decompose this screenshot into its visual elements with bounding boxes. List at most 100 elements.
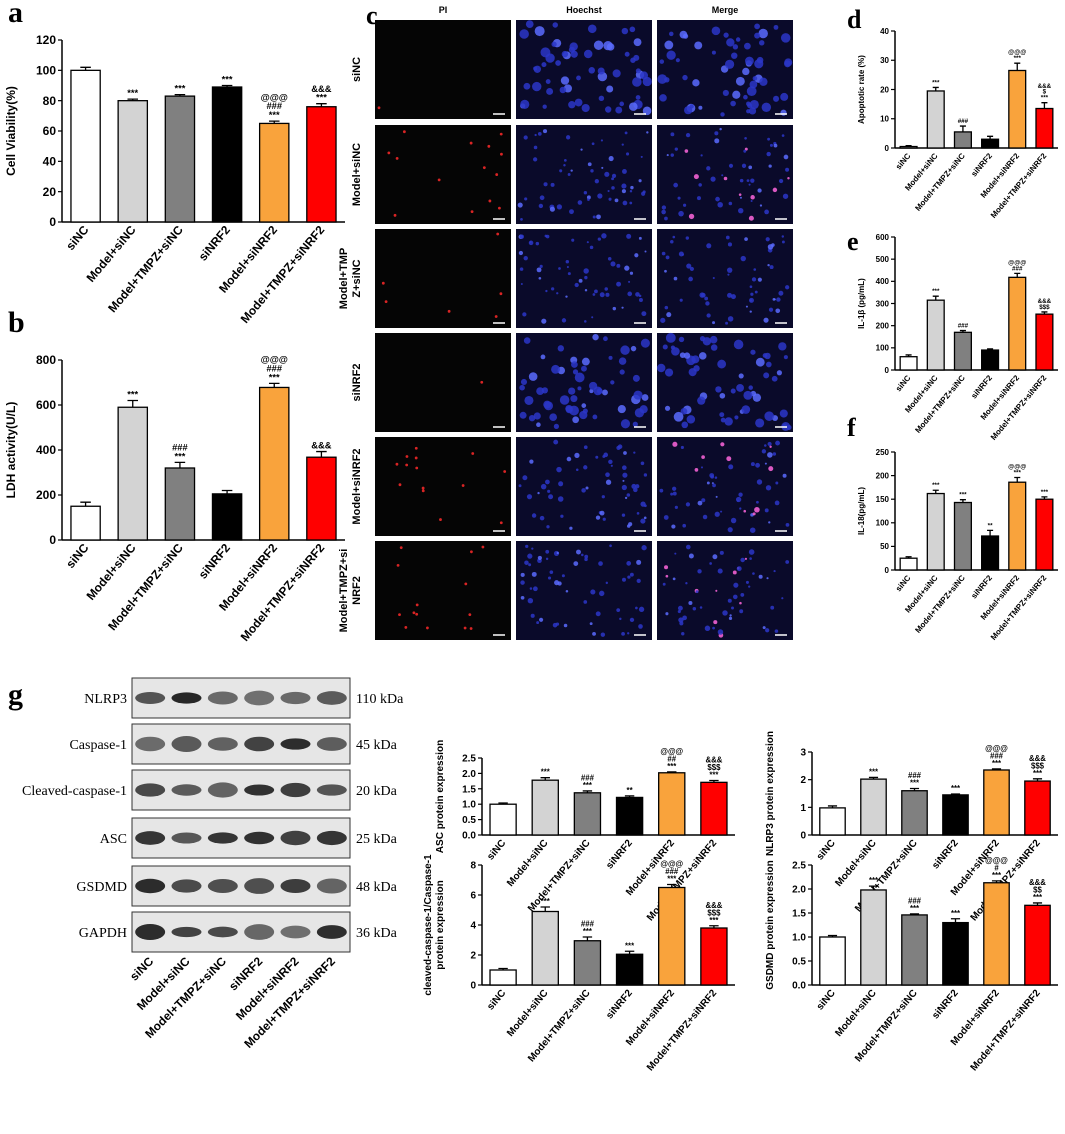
x-tick-label: siNC xyxy=(894,573,913,593)
cell xyxy=(783,355,788,360)
cell xyxy=(715,589,718,592)
protein-label: ASC xyxy=(100,832,127,847)
cell xyxy=(712,483,716,488)
cell xyxy=(743,509,747,513)
error-bar xyxy=(950,918,961,923)
significance: ### xyxy=(908,897,922,906)
significance: *** xyxy=(269,110,280,120)
panel-label: d xyxy=(847,5,862,34)
cell xyxy=(584,275,588,280)
cell xyxy=(395,157,399,160)
cell xyxy=(678,617,684,623)
cell xyxy=(592,631,596,636)
cell xyxy=(594,289,598,294)
cell xyxy=(532,586,538,592)
cell xyxy=(698,352,707,360)
y-tick-label: 2.5 xyxy=(462,754,476,765)
significance: ### xyxy=(1012,265,1023,272)
cell xyxy=(574,372,585,383)
y-tick-label: 400 xyxy=(36,443,56,457)
x-tick-label: Model+TMPZ+siNRF2 xyxy=(989,151,1049,220)
significance: *** xyxy=(1033,769,1043,778)
blot-band xyxy=(280,878,311,894)
cell xyxy=(608,197,612,201)
cell xyxy=(533,145,538,150)
cell xyxy=(643,516,647,520)
cell xyxy=(694,41,703,50)
cell xyxy=(768,307,774,312)
cell xyxy=(642,106,652,116)
cell xyxy=(664,305,669,310)
cell xyxy=(498,206,501,210)
cell xyxy=(739,601,742,605)
cell xyxy=(698,105,703,110)
cell xyxy=(761,449,767,454)
cell xyxy=(701,455,705,459)
cell xyxy=(395,462,399,466)
bar xyxy=(942,921,969,986)
cell xyxy=(741,405,751,414)
cell xyxy=(679,30,688,39)
cell xyxy=(739,609,744,614)
blot-band xyxy=(207,782,238,798)
significance: $ xyxy=(1043,89,1047,96)
y-axis-label: IL-18(pg/mL) xyxy=(857,487,866,535)
error-bar xyxy=(959,125,966,132)
error-bar xyxy=(905,145,912,147)
error-bar xyxy=(498,802,508,805)
cell xyxy=(630,57,636,63)
bar xyxy=(1008,481,1027,571)
error-bar xyxy=(498,967,508,970)
bar xyxy=(860,889,887,986)
cell xyxy=(782,240,785,244)
significance: &&& xyxy=(311,84,331,94)
x-tick-label: siNC xyxy=(894,373,913,393)
significance: $$$ xyxy=(707,763,721,772)
cell xyxy=(549,570,554,574)
cell xyxy=(664,368,674,377)
bar xyxy=(70,505,101,541)
cell xyxy=(757,188,762,193)
blot-band xyxy=(280,925,311,939)
cell xyxy=(583,191,588,195)
cell xyxy=(681,421,689,429)
cell xyxy=(744,147,748,151)
cell xyxy=(745,580,749,584)
error-bar xyxy=(1014,476,1021,483)
significance: @@@ xyxy=(985,856,1008,865)
cell xyxy=(764,209,769,215)
cell xyxy=(602,389,608,396)
cell xyxy=(656,363,666,373)
cell xyxy=(754,32,761,39)
cell xyxy=(617,405,626,414)
cell xyxy=(421,489,425,493)
cell xyxy=(646,131,649,134)
bar xyxy=(658,886,686,986)
cell xyxy=(421,486,425,490)
bar xyxy=(819,807,846,836)
cell xyxy=(739,507,742,510)
y-tick-label: 250 xyxy=(876,448,890,457)
cell xyxy=(573,561,579,566)
protein-label: Caspase-1 xyxy=(69,738,127,753)
significance: &&& xyxy=(1029,754,1046,763)
bar xyxy=(981,138,1000,149)
bar xyxy=(306,456,337,541)
significance: &&& xyxy=(705,901,722,910)
cell xyxy=(662,582,666,586)
cell xyxy=(724,59,735,69)
error-bar xyxy=(909,913,920,915)
cell xyxy=(641,394,649,401)
cell xyxy=(591,316,594,319)
cell xyxy=(402,130,406,134)
cell xyxy=(581,403,587,408)
cell xyxy=(520,580,525,585)
significance: @@@ xyxy=(1008,49,1026,56)
cell xyxy=(439,518,442,521)
y-tick-label: 6 xyxy=(470,891,476,902)
cell xyxy=(539,617,544,622)
cell xyxy=(784,60,791,68)
cell xyxy=(622,479,625,482)
cell xyxy=(518,484,522,488)
cell xyxy=(577,386,582,391)
